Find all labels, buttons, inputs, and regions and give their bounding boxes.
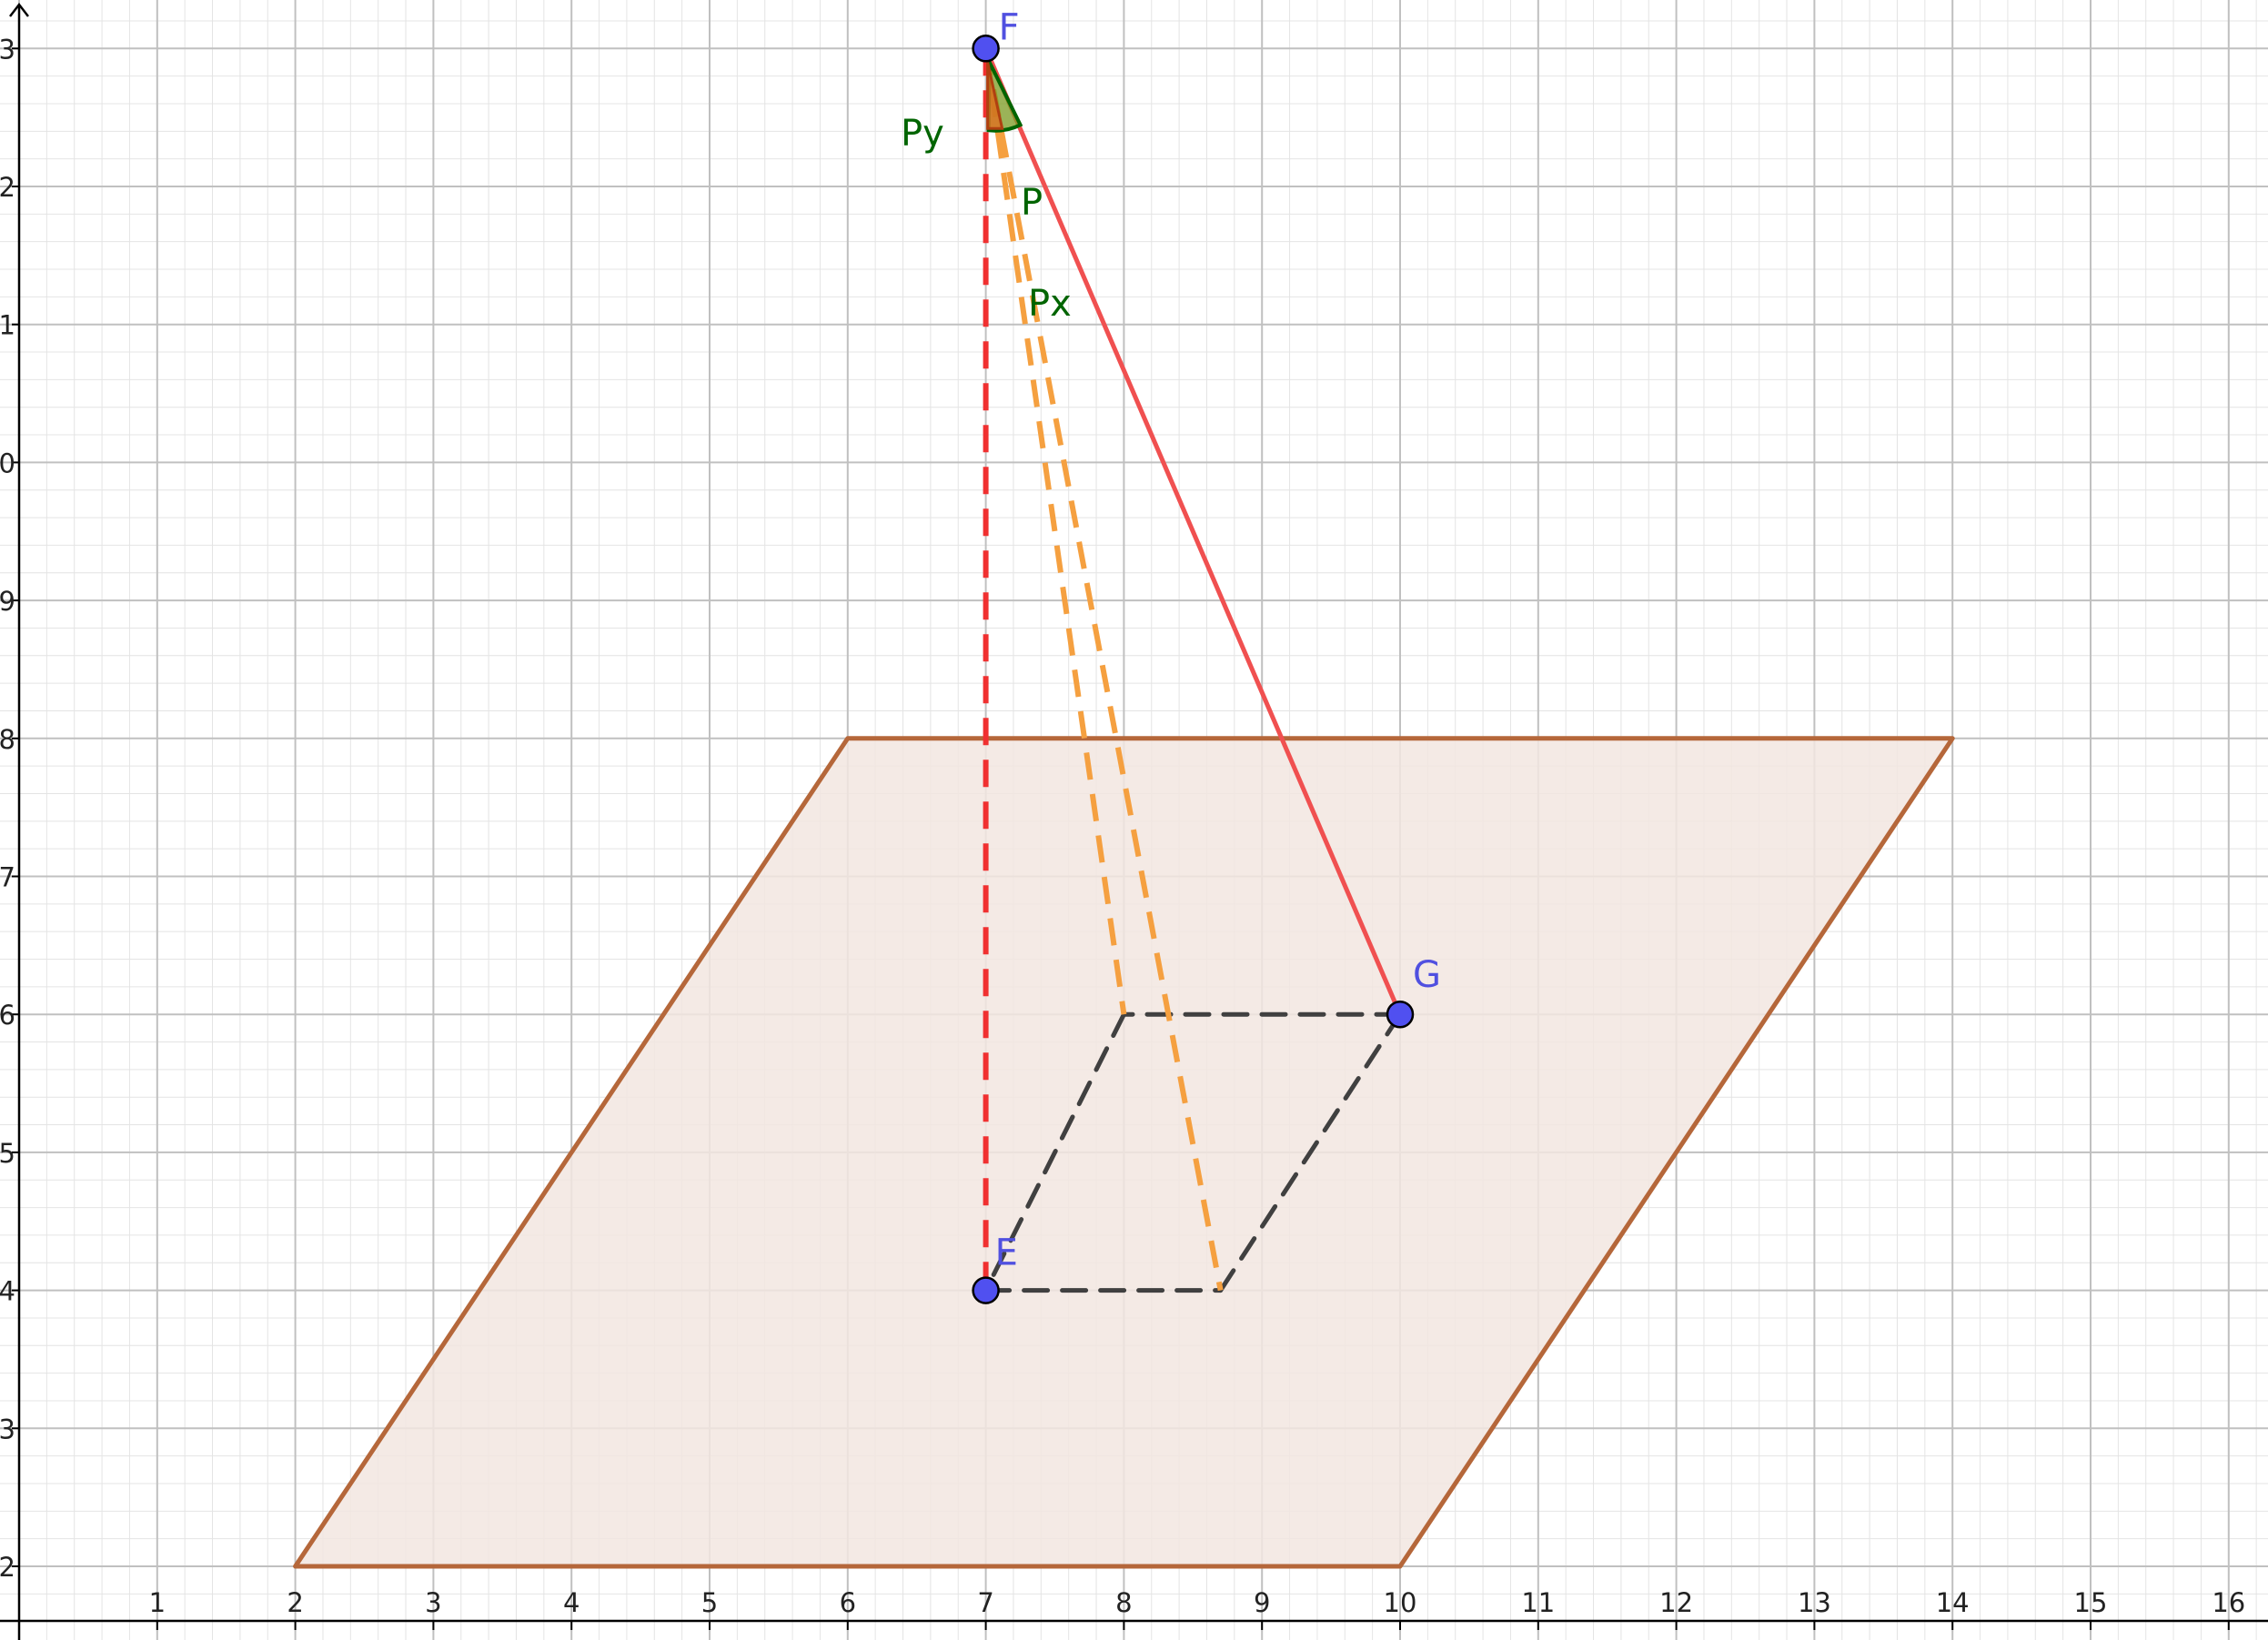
y-tick-label: 3 — [0, 1414, 15, 1444]
projection-segment-px — [983, 47, 1127, 1015]
x-tick-label: 15 — [2074, 1587, 2108, 1618]
segment-fg[interactable] — [983, 47, 1403, 1016]
y-tick-label: 11 — [0, 310, 15, 341]
x-tick-label: 10 — [1384, 1587, 1417, 1618]
x-tick-label: 2 — [287, 1587, 303, 1618]
dashed-box-edge — [1218, 1011, 1403, 1293]
y-tick-label: 2 — [0, 1552, 15, 1583]
y-tick-label: 5 — [0, 1138, 15, 1169]
y-tick-label: 6 — [0, 1000, 15, 1031]
y-axis-ticks: 2 3 4 5 6 7 8 9 10 11 12 13 — [0, 34, 19, 1583]
x-tick-label: 8 — [1115, 1587, 1132, 1618]
angle-markers — [986, 61, 1023, 133]
point-label-g: G — [1413, 954, 1441, 996]
x-axis-ticks: 1 2 3 4 5 6 7 8 9 10 11 12 13 14 15 16 — [149, 1587, 2245, 1630]
x-tick-label: 11 — [1521, 1587, 1555, 1618]
point-f[interactable] — [972, 35, 1000, 63]
y-tick-label: 13 — [0, 34, 15, 65]
x-tick-label: 3 — [425, 1587, 441, 1618]
x-tick-label: 16 — [2212, 1587, 2245, 1618]
point-e[interactable] — [972, 1276, 1000, 1304]
point-g[interactable] — [1386, 1000, 1415, 1029]
angle-label-py: Py — [901, 113, 944, 155]
x-tick-label: 6 — [840, 1587, 856, 1618]
y-tick-label: 7 — [0, 862, 15, 893]
x-tick-label: 9 — [1254, 1587, 1270, 1618]
y-tick-label: 4 — [0, 1276, 15, 1307]
parallelogram-plane[interactable] — [293, 736, 1955, 1569]
x-tick-label: 1 — [149, 1587, 166, 1618]
x-tick-label: 4 — [563, 1587, 580, 1618]
point-label-f: F — [999, 6, 1020, 48]
points-layer: E F G — [972, 6, 1441, 1304]
point-label-e: E — [995, 1233, 1018, 1274]
angle-arc-py — [986, 61, 1004, 130]
x-tick-label: 7 — [977, 1587, 993, 1618]
y-tick-label: 8 — [0, 724, 15, 755]
y-tick-label: 12 — [0, 172, 15, 203]
dashed-box-edge — [983, 1011, 1126, 1293]
y-axis-arrow-icon — [9, 2, 29, 17]
y-tick-label: 9 — [0, 586, 15, 617]
x-tick-label: 5 — [701, 1587, 718, 1618]
dashed-base-rectangle — [983, 1011, 1403, 1293]
x-tick-label: 14 — [1936, 1587, 1970, 1618]
angle-label-p: P — [1021, 182, 1043, 224]
x-tick-label: 13 — [1798, 1587, 1831, 1618]
angle-label-px: Px — [1028, 283, 1072, 325]
projection-segment-py — [983, 47, 1224, 1292]
y-tick-label: 10 — [0, 448, 15, 478]
x-tick-label: 12 — [1659, 1587, 1693, 1618]
